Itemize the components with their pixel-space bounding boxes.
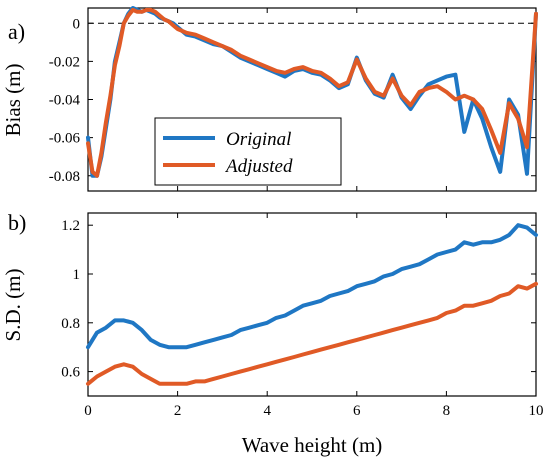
legend: Original Adjusted (154, 117, 342, 186)
sd-x-tick-label: 10 (529, 403, 544, 419)
bias-y-tick-label: -0.04 (49, 93, 81, 109)
sd-y-axis-label: S.D. (m) (1, 269, 25, 342)
sd-x-tick-label: 0 (84, 403, 92, 419)
sd-x-tick-label: 4 (263, 403, 271, 419)
bias-y-tick-label: -0.06 (49, 131, 81, 147)
bias-y-tick-label: 0 (73, 16, 81, 32)
bias-y-axis-label: Bias (m) (1, 64, 25, 137)
bias-series (86, 6, 538, 178)
sd-y-tick-label: 0.8 (61, 316, 80, 332)
x-axis-label: Wave height (m) (242, 433, 383, 457)
sd-series-adjusted-line (86, 281, 538, 386)
sd-x-tick-label: 2 (174, 403, 182, 419)
sd-x-tick-label: 8 (443, 403, 451, 419)
sd-x-tick-label: 6 (353, 403, 361, 419)
legend-label-original: Original (226, 129, 291, 150)
sd-panel: 0.6 0.8 1 1.2 0 2 4 6 8 10 S.D. (m) (1, 212, 544, 419)
bias-x-ticks (87, 8, 537, 191)
legend-box (154, 117, 342, 186)
bias-series-adjusted-line (86, 7, 538, 178)
bias-y-tick-label: -0.08 (49, 169, 80, 185)
sd-x-ticks: 0 2 4 6 8 10 (84, 213, 544, 419)
sd-y-ticks: 0.6 0.8 1 1.2 (61, 218, 536, 381)
sd-series-original-line (86, 223, 538, 350)
sd-plot-frame (87, 212, 537, 397)
sd-y-tick-label: 0.6 (61, 365, 80, 381)
bias-y-ticks: 0 -0.02 -0.04 -0.06 -0.08 (49, 16, 536, 185)
legend-label-adjusted: Adjusted (224, 156, 293, 177)
panel-label-a: a) (8, 19, 25, 44)
sd-series (86, 223, 538, 386)
bias-panel: 0 -0.02 -0.04 -0.06 -0.08 Bias (m) Original … (1, 6, 538, 192)
bias-y-tick-label: -0.02 (49, 54, 80, 70)
panel-label-b: b) (8, 210, 26, 235)
sd-y-tick-label: 1 (73, 267, 81, 283)
sd-y-tick-label: 1.2 (61, 218, 80, 234)
